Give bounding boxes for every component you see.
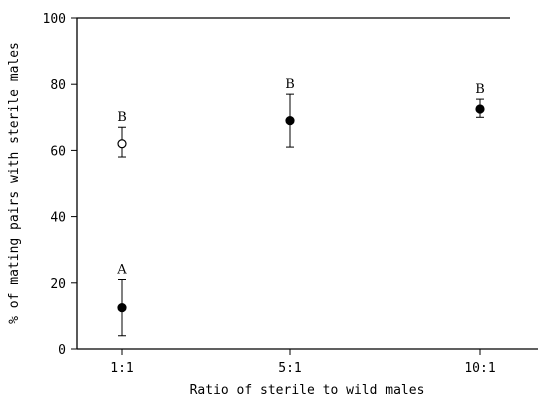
- x-tick-label: 10:1: [464, 361, 495, 376]
- data-points: B A B B: [116, 77, 485, 337]
- x-axis-ticks: 1:1 5:1 10:1: [110, 349, 496, 376]
- significance-letter: A: [116, 262, 127, 277]
- significance-letter: B: [117, 110, 127, 125]
- open-circle-marker: [117, 139, 127, 149]
- data-point-group: B: [475, 82, 485, 118]
- y-axis-title: % of mating pairs with sterile males: [7, 42, 22, 324]
- x-tick-label: 5:1: [278, 361, 301, 376]
- y-axis-ticks: 0 20 40 60 80 100: [43, 12, 77, 358]
- y-tick-label: 0: [58, 343, 66, 358]
- filled-circle-marker: [285, 116, 295, 126]
- plot-frame: [76, 17, 538, 350]
- y-tick-label: 20: [50, 277, 66, 292]
- data-point-group: B: [285, 77, 295, 148]
- filled-circle-marker: [117, 303, 127, 313]
- y-tick-label: 80: [50, 78, 66, 93]
- filled-circle-marker: [475, 104, 485, 114]
- x-axis-title: Ratio of sterile to wild males: [190, 383, 425, 398]
- data-point-group: A: [116, 262, 127, 337]
- significance-letter: B: [475, 82, 485, 97]
- data-point-group: B: [117, 110, 127, 158]
- axes: [76, 17, 538, 350]
- significance-letter: B: [285, 77, 295, 92]
- x-tick-label: 1:1: [110, 361, 133, 376]
- y-tick-label: 40: [50, 211, 66, 226]
- y-tick-label: 60: [50, 144, 66, 159]
- y-tick-label: 100: [43, 12, 66, 27]
